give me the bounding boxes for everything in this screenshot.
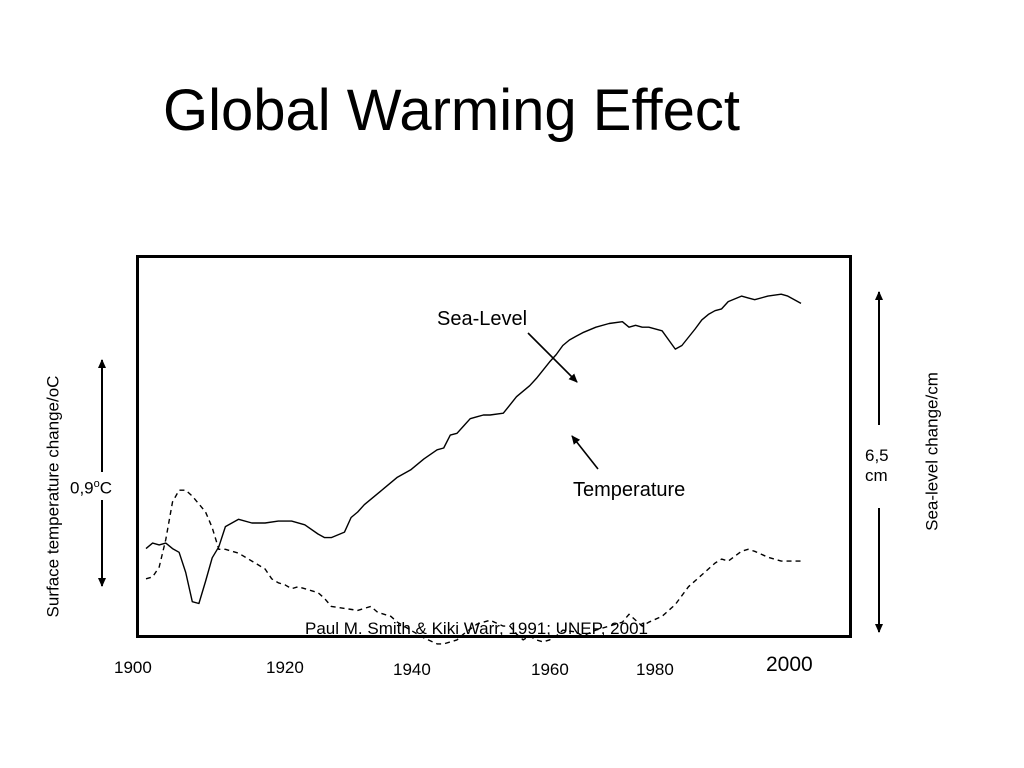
- left-scale-unit: C: [99, 478, 113, 498]
- x-tick-1900: 1900: [114, 658, 152, 677]
- left-scale-number: 0,9: [70, 478, 94, 498]
- temperature-annotation: Temperature: [573, 479, 686, 501]
- right-scale-number: 6,5: [865, 446, 889, 465]
- x-tick-1960: 1960: [531, 660, 569, 679]
- sea-level-pointer-arrow: [527, 332, 578, 383]
- plot-frame: [136, 255, 852, 638]
- series-layer: [145, 293, 802, 645]
- series-line-sea-level: [145, 293, 802, 605]
- x-tick-2000: 2000: [766, 653, 813, 676]
- slide-title: Global Warming Effect: [163, 78, 740, 143]
- left-scale-degree: o: [93, 478, 100, 490]
- right-scale-unit: cm: [865, 465, 888, 485]
- left-scale-label: 0,9oC: [70, 478, 112, 498]
- sea-level-annotation: Sea-Level: [437, 308, 528, 330]
- x-tick-1920: 1920: [266, 658, 304, 677]
- right-axis-label: Sea-level change/cm: [922, 372, 942, 531]
- series-line-temperature: [145, 489, 801, 645]
- right-scale-label: 6,5 cm: [865, 446, 889, 485]
- temperature-pointer-arrow: [571, 435, 599, 470]
- left-axis-label: Surface temperature change/oC: [43, 375, 63, 618]
- x-tick-1940: 1940: [393, 660, 431, 679]
- x-tick-1980: 1980: [636, 660, 674, 679]
- source-note: Paul M. Smith & Kiki Warr, 1991; UNEP, 2…: [305, 619, 648, 638]
